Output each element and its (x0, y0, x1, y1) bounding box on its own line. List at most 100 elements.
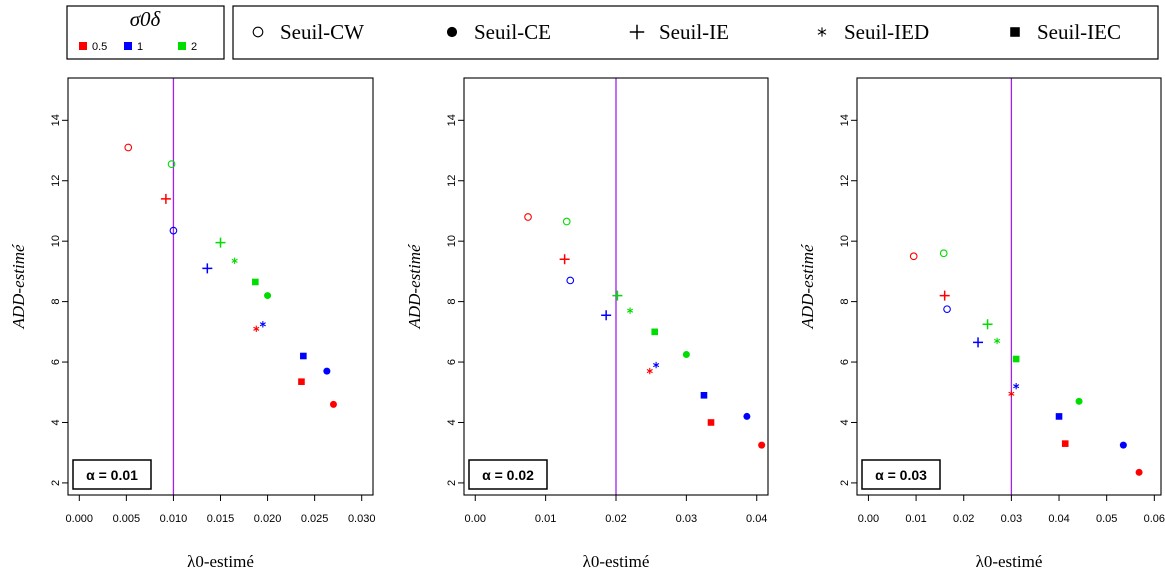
point-seuil-cw-0.5 (909, 252, 918, 261)
y-tick-label: 14 (50, 114, 62, 126)
y-tick-label: 6 (50, 359, 62, 365)
x-tick-label: 0.01 (905, 513, 926, 525)
y-tick-label: 8 (446, 299, 458, 305)
point-seuil-ce-1 (323, 367, 331, 375)
color-swatch-2 (178, 42, 186, 50)
legend-label-seuil-ie: Seuil-IE (659, 20, 729, 44)
color-legend-title: σ0δ (130, 7, 162, 31)
plot-frame (67, 77, 374, 496)
point-seuil-ce-0.5 (758, 441, 766, 449)
alpha-box (468, 459, 548, 490)
legend-marker-seuil-ied (817, 27, 827, 37)
alpha-label: α = 0.01 (86, 467, 138, 483)
point-seuil-ce-1 (743, 412, 751, 420)
legend-label-seuil-ied: Seuil-IED (844, 20, 929, 44)
legend-label-seuil-cw: Seuil-CW (280, 20, 364, 44)
x-axis-title: λ0-estimé (976, 552, 1043, 571)
x-tick-label: 0.02 (953, 513, 974, 525)
y-tick-label: 4 (50, 419, 62, 425)
y-tick-label: 8 (839, 299, 851, 305)
x-tick-label: 0.025 (301, 513, 329, 525)
point-seuil-ie-1 (601, 310, 612, 321)
y-tick-label: 2 (839, 480, 851, 486)
x-tick-label: 0.05 (1096, 513, 1117, 525)
point-seuil-ied-2 (627, 307, 634, 314)
x-axis-title: λ0-estimé (583, 552, 650, 571)
color-legend-label-0: 0.5 (92, 41, 107, 53)
y-axis-title: ADD-estimé (405, 243, 424, 329)
color-swatch-0 (79, 42, 87, 50)
alpha-label: α = 0.03 (875, 467, 927, 483)
point-seuil-ie-0.5 (559, 254, 570, 265)
point-seuil-cw-0.5 (124, 143, 133, 152)
point-seuil-cw-2 (167, 160, 176, 168)
point-seuil-ie-2 (612, 290, 623, 301)
y-tick-label: 4 (839, 419, 851, 425)
point-seuil-ied-2 (231, 257, 238, 265)
y-tick-label: 6 (446, 359, 458, 365)
x-tick-label: 0.00 (465, 513, 486, 525)
x-tick-label: 0.000 (66, 513, 94, 525)
point-seuil-ied-1 (1013, 383, 1020, 390)
legend-label-seuil-ce: Seuil-CE (474, 20, 551, 44)
legend-marker-seuil-ie (629, 24, 645, 40)
x-tick-label: 0.015 (207, 513, 235, 525)
color-legend-frame (66, 5, 225, 60)
x-tick-label: 0.03 (1001, 513, 1022, 525)
plot-frame (856, 77, 1162, 496)
shape-legend: Seuil-CW Seuil-CE Seuil-IE Seuil-IED Seuil-I… (232, 5, 1159, 60)
x-axis-title: λ0-estimé (187, 552, 254, 571)
y-axis-title: ADD-estimé (9, 243, 28, 329)
x-tick-label: 0.020 (254, 513, 282, 525)
point-seuil-ied-2 (994, 337, 1001, 345)
point-seuil-ied-1 (653, 361, 660, 369)
alpha-label: α = 0.02 (482, 467, 534, 483)
y-axis-title: ADD-estimé (798, 243, 817, 329)
point-seuil-cw-2 (562, 217, 571, 226)
point-seuil-cw-1 (943, 305, 951, 314)
point-seuil-ied-0.5 (1008, 390, 1015, 397)
point-seuil-ie-1 (202, 263, 213, 274)
color-legend-label-2: 2 (191, 41, 197, 53)
y-tick-label: 12 (50, 175, 62, 187)
point-seuil-ied-1 (259, 321, 266, 328)
panel-3: 2 4 6 8 10 12 14 0.00 0.01 0.02 0.03 0.04 0.05 0.06 λ0… (798, 77, 1165, 571)
point-seuil-ied-0.5 (253, 325, 260, 333)
x-tick-label: 0.04 (746, 513, 767, 525)
legend-marker-seuil-ce (446, 26, 458, 38)
x-tick-label: 0.01 (535, 513, 556, 525)
point-seuil-ce-0.5 (1135, 468, 1143, 476)
point-seuil-iec-0.5 (1061, 440, 1069, 447)
y-tick-label: 10 (50, 235, 62, 247)
y-tick-label: 10 (446, 235, 458, 247)
y-tick-label: 14 (839, 114, 851, 126)
y-tick-label: 10 (839, 235, 851, 247)
point-seuil-cw-1 (566, 276, 575, 285)
point-seuil-iec-1 (300, 352, 307, 360)
y-tick-label: 12 (839, 175, 851, 187)
legend-marker-seuil-iec (1010, 27, 1020, 37)
x-tick-label: 0.010 (160, 513, 188, 525)
point-seuil-iec-2 (1012, 355, 1020, 363)
point-seuil-iec-0.5 (707, 419, 715, 426)
x-tick-label: 0.030 (348, 513, 376, 525)
y-tick-label: 8 (50, 299, 62, 305)
point-seuil-iec-1 (700, 391, 708, 399)
x-tick-label: 0.00 (858, 513, 879, 525)
point-seuil-iec-2 (252, 278, 259, 286)
x-tick-label: 0.005 (113, 513, 141, 525)
point-seuil-cw-2 (939, 249, 948, 258)
legend-marker-seuil-cw (252, 26, 264, 38)
point-seuil-cw-1 (169, 226, 178, 235)
point-seuil-ie-0.5 (160, 193, 171, 204)
x-tick-label: 0.03 (676, 513, 697, 525)
color-legend-label-1: 1 (137, 41, 143, 53)
point-seuil-ied-0.5 (646, 367, 653, 375)
point-seuil-iec-0.5 (298, 378, 305, 385)
point-seuil-ie-2 (982, 319, 993, 330)
point-seuil-ce-1 (1119, 441, 1127, 449)
point-seuil-ce-2 (264, 292, 272, 300)
shape-legend-frame (232, 5, 1159, 60)
panel-2: 2 4 6 8 10 12 14 0.00 0.01 0.02 0.03 0.04 λ0-estimé A… (405, 77, 769, 571)
